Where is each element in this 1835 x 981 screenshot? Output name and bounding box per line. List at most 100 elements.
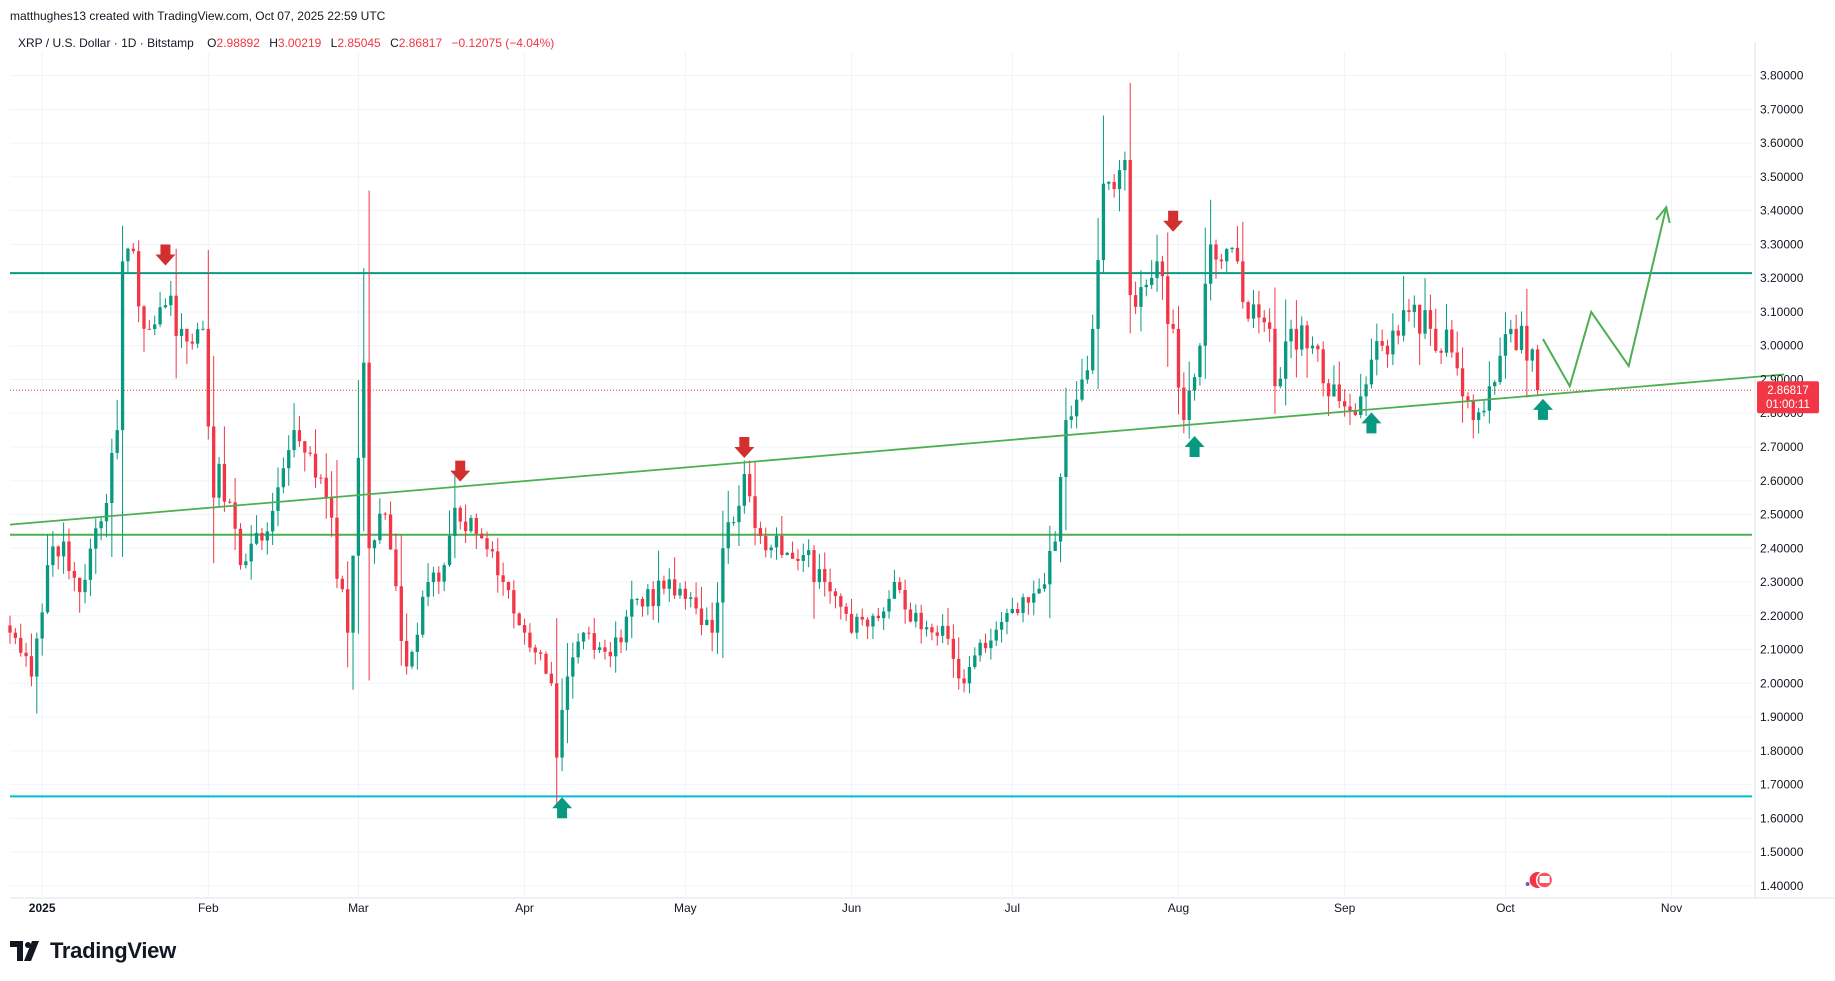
candle-body bbox=[544, 653, 548, 674]
candle-body bbox=[88, 548, 93, 580]
time-tick-label: 2025 bbox=[29, 901, 56, 915]
price-tick-label: 1.40000 bbox=[1760, 879, 1804, 893]
candle-body bbox=[56, 546, 60, 557]
candle-body bbox=[1139, 287, 1143, 307]
price-tick-label: 1.60000 bbox=[1760, 811, 1804, 825]
candle-body bbox=[480, 533, 484, 539]
candle-body bbox=[163, 305, 168, 308]
candle-body bbox=[678, 588, 682, 596]
candle-body bbox=[667, 579, 671, 589]
tradingview-brand: TradingView bbox=[50, 938, 176, 963]
candle-body bbox=[1198, 345, 1202, 378]
candle-body bbox=[410, 651, 414, 667]
candle-body bbox=[560, 709, 564, 758]
candle-body bbox=[8, 625, 12, 633]
candle-body bbox=[1021, 597, 1025, 614]
candle-body bbox=[1016, 609, 1020, 614]
candle-body bbox=[1241, 261, 1245, 303]
candle-body bbox=[35, 638, 39, 677]
candle-body bbox=[351, 555, 355, 633]
price-tick-label: 2.40000 bbox=[1760, 541, 1804, 555]
candle-body bbox=[1519, 325, 1524, 350]
candle-body bbox=[1074, 399, 1079, 417]
candle-body bbox=[1337, 384, 1341, 402]
candle-body bbox=[790, 552, 795, 559]
candle-body bbox=[817, 569, 822, 583]
rising-trend-line bbox=[9, 373, 1785, 526]
candle-body bbox=[1342, 401, 1347, 407]
candle-body bbox=[769, 547, 773, 551]
candle-body bbox=[356, 457, 361, 556]
candle-body bbox=[249, 543, 253, 562]
candle-body bbox=[1364, 384, 1368, 397]
price-tick-label: 2.50000 bbox=[1760, 508, 1804, 522]
sell-arrow-icon bbox=[450, 460, 471, 482]
candle-body bbox=[72, 570, 76, 578]
price-tick-label: 3.50000 bbox=[1760, 170, 1804, 184]
candle-body bbox=[619, 637, 623, 643]
candle-body bbox=[179, 328, 184, 336]
candle-body bbox=[672, 579, 677, 596]
time-axis: 2025 Feb Mar Apr May Jun Jul Aug Sep Oct Nov bbox=[29, 901, 1682, 915]
candle-body bbox=[1369, 359, 1374, 385]
candle-body bbox=[796, 558, 800, 561]
candle-body bbox=[126, 248, 130, 262]
time-tick-label: Aug bbox=[1168, 901, 1189, 915]
candle-body bbox=[903, 589, 907, 610]
candle-body bbox=[983, 642, 988, 649]
price-tick-label: 3.40000 bbox=[1760, 204, 1804, 218]
close-label: C bbox=[390, 36, 399, 50]
candle-body bbox=[1439, 350, 1443, 353]
candle-body bbox=[1133, 295, 1138, 307]
candle-body bbox=[1203, 283, 1207, 346]
candle-body bbox=[935, 632, 939, 636]
projection-path bbox=[1542, 207, 1668, 389]
candle-body bbox=[372, 540, 377, 549]
candle-body bbox=[415, 634, 420, 652]
candle-body bbox=[737, 505, 741, 523]
tradingview-logo-icon bbox=[10, 941, 39, 961]
candle-body bbox=[238, 528, 243, 566]
buy-arrow-icon bbox=[1532, 398, 1553, 420]
candle-body bbox=[1053, 541, 1057, 551]
candle-body bbox=[1032, 593, 1036, 603]
price-tick-label: 2.10000 bbox=[1760, 643, 1804, 657]
candle-body bbox=[994, 629, 998, 641]
candle-body bbox=[1042, 584, 1047, 589]
candle-body bbox=[1128, 160, 1132, 296]
candle-body bbox=[801, 555, 805, 561]
symbol-title[interactable]: XRP / U.S. Dollar · 1D · Bitstamp bbox=[18, 36, 194, 50]
price-chart[interactable]: 1.40000 1.50000 1.60000 1.70000 1.80000 1.900… bbox=[0, 0, 1835, 930]
candle-body bbox=[447, 535, 452, 566]
candle-body bbox=[1418, 304, 1422, 334]
candle-body bbox=[705, 619, 709, 626]
candle-body bbox=[1450, 329, 1454, 353]
candle-body bbox=[533, 647, 537, 653]
candle-body bbox=[957, 658, 961, 679]
candle-body bbox=[158, 307, 162, 325]
candle-body bbox=[640, 598, 645, 607]
candle-body bbox=[346, 589, 350, 633]
candle-body bbox=[174, 295, 178, 336]
candle-body bbox=[260, 532, 264, 541]
candle-body bbox=[190, 341, 194, 344]
candle-body bbox=[1482, 410, 1486, 413]
chart-drawings bbox=[9, 205, 1785, 819]
candle-body bbox=[892, 582, 897, 599]
candle-body bbox=[1348, 406, 1352, 412]
candle-body bbox=[431, 572, 436, 583]
candle-body bbox=[924, 627, 929, 630]
candle-body bbox=[565, 676, 570, 710]
candle-body bbox=[1444, 329, 1449, 353]
candle-body bbox=[571, 657, 575, 677]
candle-body bbox=[656, 580, 661, 607]
symbol-legend: XRP / U.S. Dollar · 1D · Bitstamp O2.988… bbox=[18, 36, 560, 50]
candle-body bbox=[308, 452, 312, 454]
candle-body bbox=[871, 615, 875, 627]
candle-body bbox=[1026, 597, 1031, 603]
price-tag-countdown: 01:00:11 bbox=[1766, 399, 1810, 411]
candle-body bbox=[887, 598, 891, 612]
candle-body bbox=[764, 536, 768, 551]
us-events-flag-icon[interactable] bbox=[1525, 871, 1554, 889]
candle-body bbox=[254, 532, 259, 544]
